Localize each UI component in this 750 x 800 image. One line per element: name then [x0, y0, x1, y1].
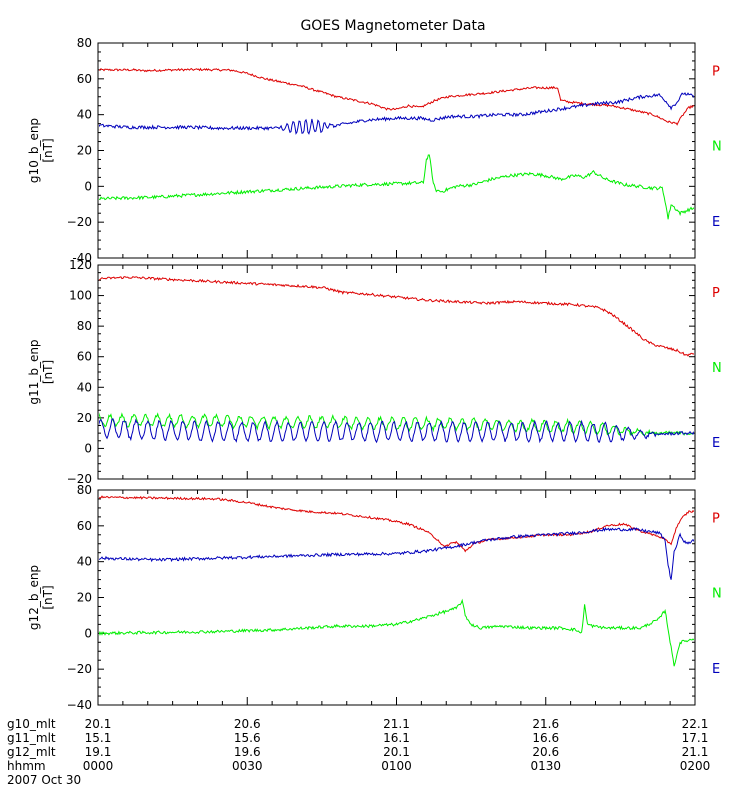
- legend-entry-E: E: [712, 662, 720, 677]
- y-tick-label: −20: [67, 215, 92, 229]
- x-tick-label: 20.6: [234, 717, 261, 731]
- legend-entry-E: E: [712, 215, 720, 230]
- x-tick-label: 0200: [680, 759, 711, 773]
- y-tick-label: 20: [77, 591, 92, 605]
- series-line-N: [99, 598, 694, 667]
- y-axis-unit: [nT]: [41, 360, 55, 384]
- y-tick-label: 20: [77, 411, 92, 425]
- y-axis-unit: [nT]: [41, 138, 55, 162]
- x-tick-label: 17.1: [682, 731, 709, 745]
- series-line-N: [99, 154, 694, 220]
- x-tick-label: 15.1: [85, 731, 112, 745]
- y-tick-label: 40: [77, 380, 92, 394]
- series-line-N: [99, 412, 694, 437]
- panel-frame: [97, 42, 696, 259]
- y-tick-label: 80: [77, 483, 92, 497]
- y-tick-label: -40: [72, 251, 92, 265]
- x-tick-label: 16.6: [532, 731, 559, 745]
- panel-frame: [97, 489, 696, 706]
- x-row-label: hhmm: [7, 759, 46, 773]
- y-tick-label: 40: [77, 555, 92, 569]
- y-tick-label: −40: [67, 698, 92, 712]
- legend-entry-P: P: [712, 511, 720, 526]
- series-line-E: [99, 418, 694, 444]
- panel-2: −20 0 20 40 60 80 100 120 g11_b_enp [nT] P N E: [27, 258, 722, 486]
- y-tick-label: 80: [77, 36, 92, 50]
- series-line-P: [99, 67, 694, 126]
- y-tick-label: 0: [84, 179, 92, 193]
- panel-3: −40 −20 0 20 40 60 80 g12_b_enp [nT] P N E: [27, 483, 722, 712]
- x-tick-label: 20.1: [383, 745, 410, 759]
- y-axis-label: g10_b_enp: [27, 118, 41, 183]
- y-tick-label: 60: [77, 519, 92, 533]
- x-tick-label: 21.1: [383, 717, 410, 731]
- x-tick-label: 0030: [232, 759, 263, 773]
- y-tick-label: 20: [77, 144, 92, 158]
- x-tick-label: 22.1: [682, 717, 709, 731]
- x-tick-label: 20.1: [85, 717, 112, 731]
- x-tick-label: 16.1: [383, 731, 410, 745]
- x-tick-label: 0000: [83, 759, 114, 773]
- x-tick-label: 19.6: [234, 745, 261, 759]
- y-tick-label: 60: [77, 350, 92, 364]
- legend-entry-E: E: [712, 436, 720, 451]
- x-tick-label: 20.6: [532, 745, 559, 759]
- x-tick-label: 21.1: [682, 745, 709, 759]
- x-tick-label: 21.6: [532, 717, 559, 731]
- legend-entry-P: P: [712, 286, 720, 301]
- legend-entry-P: P: [712, 64, 720, 79]
- date-label: 2007 Oct 30: [7, 773, 81, 787]
- x-tick-label: 0130: [530, 759, 561, 773]
- y-tick-label: −20: [67, 472, 92, 486]
- y-tick-label: 80: [77, 319, 92, 333]
- y-tick-label: 40: [77, 108, 92, 122]
- panel-1: -40 −20 0 20 40 60 80 g10_b_enp [nT] P N E: [27, 36, 722, 265]
- chart-title: GOES Magnetometer Data: [300, 18, 485, 34]
- y-tick-label: 0: [84, 626, 92, 640]
- x-row-label: g11_mlt: [7, 731, 56, 745]
- legend-entry-N: N: [712, 587, 722, 602]
- y-axis-label: g11_b_enp: [27, 339, 41, 404]
- x-axis-labels: g10_mlt 20.1 20.6 21.1 21.6 22.1 g11_mlt 15.1 15…: [7, 717, 710, 787]
- x-row-label: g10_mlt: [7, 717, 56, 731]
- series-line-P: [99, 495, 694, 553]
- y-tick-label: 100: [69, 289, 92, 303]
- series-line-P: [99, 276, 694, 357]
- y-tick-label: 0: [84, 441, 92, 455]
- x-tick-label: 15.6: [234, 731, 261, 745]
- x-tick-label: 0100: [381, 759, 412, 773]
- series-line-E: [99, 92, 694, 135]
- y-tick-label: 120: [69, 258, 92, 272]
- legend-entry-N: N: [712, 361, 722, 376]
- y-axis-unit: [nT]: [41, 585, 55, 609]
- x-row-label: g12_mlt: [7, 745, 56, 759]
- y-tick-label: −20: [67, 662, 92, 676]
- x-tick-label: 19.1: [85, 745, 112, 759]
- series-line-E: [99, 526, 694, 580]
- y-tick-label: 60: [77, 72, 92, 86]
- legend-entry-N: N: [712, 140, 722, 155]
- y-axis-label: g12_b_enp: [27, 565, 41, 630]
